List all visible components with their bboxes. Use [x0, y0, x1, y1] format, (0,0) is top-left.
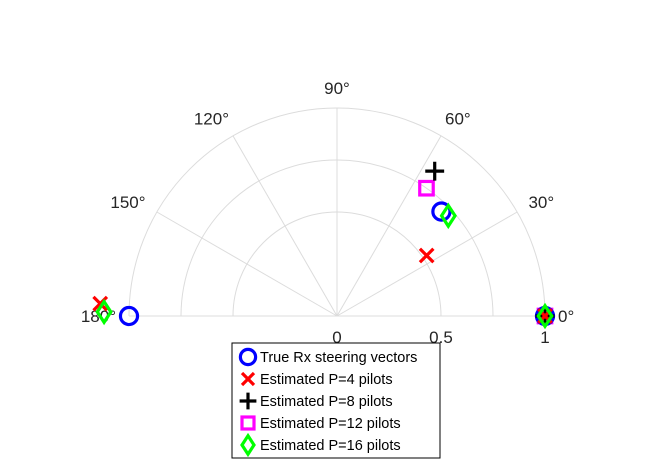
legend: True Rx steering vectors Estimated P=4 pi… — [231, 342, 441, 459]
legend-label: Estimated P=4 pilots — [260, 372, 393, 388]
grid-spoke — [336, 211, 518, 317]
marker-x — [92, 295, 109, 312]
grid-spoke — [156, 211, 338, 317]
legend-label: Estimated P=8 pilots — [260, 394, 393, 410]
grid-spoke — [336, 135, 442, 317]
marker-circle — [238, 347, 258, 367]
marker-plus — [239, 392, 257, 410]
theta-tick-labels: 0°30°60°90°120°150°180° — [81, 79, 574, 326]
grid-spoke — [232, 135, 338, 317]
marker-plus — [425, 161, 445, 181]
legend-entry: True Rx steering vectors — [238, 347, 417, 367]
legend-box — [231, 342, 441, 459]
r-tick-label: 0.5 — [429, 328, 453, 347]
r-tick-label: 1 — [540, 328, 549, 347]
marker-circle — [431, 201, 452, 222]
polar-grid — [128, 107, 546, 317]
legend-label: Estimated P=16 pilots — [260, 438, 401, 454]
theta-tick-label: 150° — [110, 193, 145, 212]
theta-tick-label: 90° — [324, 79, 350, 98]
theta-tick-label: 0° — [558, 307, 574, 326]
legend-label: True Rx steering vectors — [260, 350, 417, 366]
theta-tick-label: 30° — [528, 193, 554, 212]
marker-diamond — [240, 432, 256, 458]
legend-entry: Estimated P=12 pilots — [240, 415, 401, 432]
r-tick-labels: 0 0.5 1 — [332, 328, 549, 347]
marker-x — [418, 247, 435, 264]
legend-label: Estimated P=12 pilots — [260, 416, 401, 432]
marker-circle — [118, 305, 140, 327]
legend-entry: Estimated P=8 pilots — [239, 392, 393, 410]
data-markers — [92, 161, 556, 330]
marker-square — [240, 415, 256, 431]
marker-diamond — [95, 298, 113, 326]
theta-tick-label: 120° — [194, 110, 229, 129]
marker-diamond — [536, 302, 554, 330]
marker-square — [418, 179, 435, 197]
legend-entry: Estimated P=4 pilots — [240, 371, 393, 388]
marker-diamond — [439, 202, 457, 230]
r-tick-label: 0 — [332, 328, 341, 347]
theta-tick-label: 60° — [445, 110, 471, 129]
legend-entry: Estimated P=16 pilots — [240, 432, 401, 458]
marker-x — [240, 371, 256, 387]
